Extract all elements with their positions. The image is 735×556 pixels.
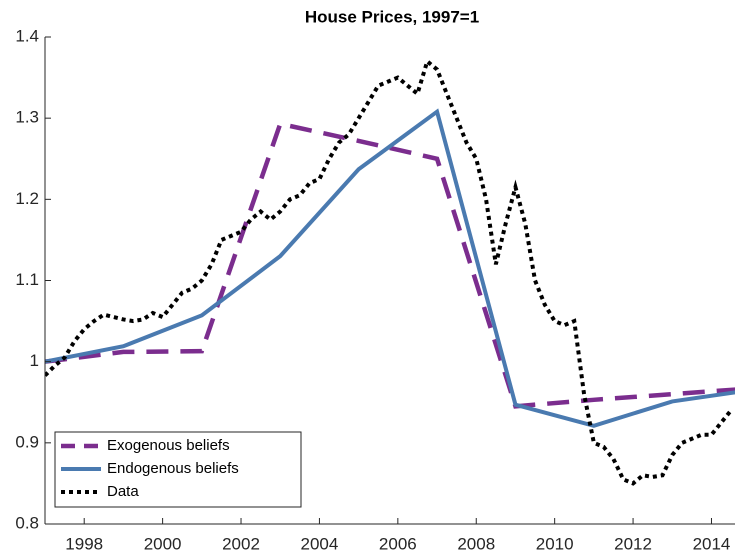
y-tick-label: 0.8 xyxy=(15,513,39,532)
series-line xyxy=(45,108,735,428)
x-tick-label: 2014 xyxy=(693,534,731,553)
y-tick-label: 1.2 xyxy=(15,189,39,208)
x-tick-label: 2008 xyxy=(457,534,495,553)
series-line xyxy=(45,57,733,486)
y-tick-label: 1 xyxy=(30,351,39,370)
legend-label: Endogenous beliefs xyxy=(107,460,239,477)
y-tick-label: 0.9 xyxy=(15,432,39,451)
y-tick-label: 1.4 xyxy=(15,26,39,45)
legend-label: Data xyxy=(107,483,139,500)
x-tick-label: 2004 xyxy=(301,534,339,553)
x-tick-label: 2010 xyxy=(536,534,574,553)
y-tick-label: 1.3 xyxy=(15,108,39,127)
x-tick-label: 2012 xyxy=(614,534,652,553)
chart-title: House Prices, 1997=1 xyxy=(305,7,479,26)
y-tick-label: 1.1 xyxy=(15,270,39,289)
x-tick-label: 1998 xyxy=(65,534,103,553)
x-tick-label: 2006 xyxy=(379,534,417,553)
series-line xyxy=(45,121,735,409)
x-tick-label: 2000 xyxy=(144,534,182,553)
x-tick-label: 2002 xyxy=(222,534,260,553)
plot-area xyxy=(45,57,735,486)
legend-label: Exogenous beliefs xyxy=(107,437,230,454)
